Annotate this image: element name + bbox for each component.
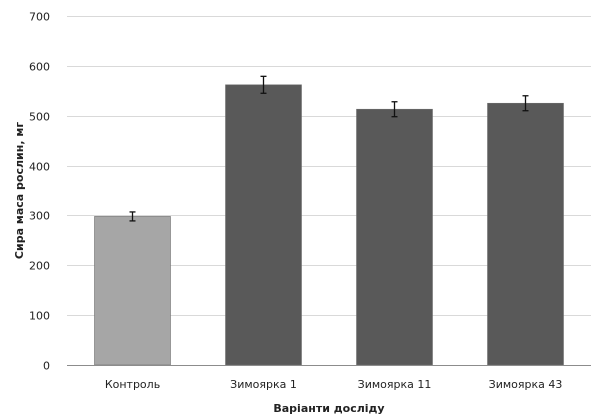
y-tick-label: 300 <box>29 210 50 223</box>
error-bar <box>522 95 529 112</box>
y-tick-label: 200 <box>29 260 50 273</box>
y-tick-label: 100 <box>29 310 50 323</box>
y-tick-label: 400 <box>29 161 50 174</box>
x-tick-label: Зимоярка 11 <box>358 378 432 391</box>
y-tick-labels: 0 100 200 300 400 500 600 700 <box>29 11 50 373</box>
y-tick-label: 600 <box>29 61 50 74</box>
bars <box>94 84 564 366</box>
bar <box>94 216 171 366</box>
x-tick-label: Зимоярка 43 <box>489 378 563 391</box>
bar <box>225 84 302 366</box>
error-bar <box>260 75 267 94</box>
x-tick-label: Зимоярка 1 <box>230 378 297 391</box>
x-axis-title: Варіанти досліду <box>273 402 384 415</box>
y-tick-label: 0 <box>43 360 50 373</box>
x-tick-labels: Контроль Зимоярка 1 Зимоярка 11 Зимоярка 43 <box>105 378 563 391</box>
error-bar <box>391 101 398 118</box>
y-axis-title: Сира маса рослин, мг <box>13 122 26 259</box>
bar <box>487 102 564 366</box>
error-bars <box>129 75 529 222</box>
error-bar <box>129 211 136 222</box>
y-tick-label: 500 <box>29 111 50 124</box>
y-tick-label: 700 <box>29 11 50 24</box>
bar <box>356 108 433 366</box>
x-tick-label: Контроль <box>105 378 160 391</box>
